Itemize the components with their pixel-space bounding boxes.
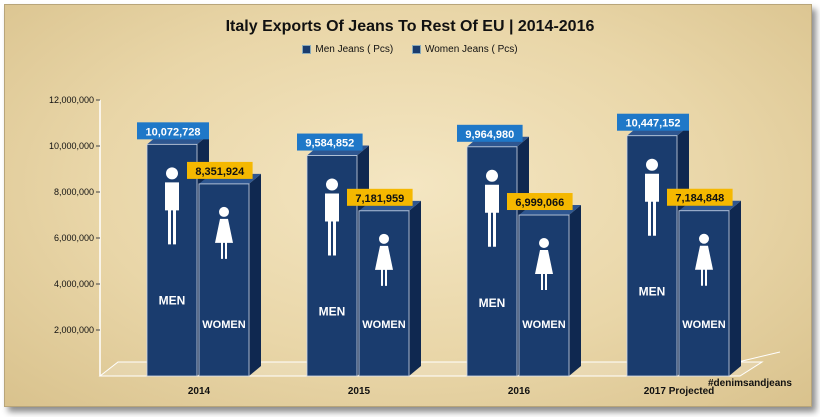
- women-data-label: 8,351,924: [195, 166, 245, 178]
- women-bar-side: [249, 173, 261, 376]
- women-bar-text: WOMEN: [202, 319, 245, 331]
- men-data-label-box: [137, 122, 209, 140]
- men-data-label-box: [617, 113, 689, 131]
- men-data-label: 10,072,728: [145, 126, 200, 138]
- men-figure-icon: [325, 178, 339, 256]
- women-data-label-box: [507, 193, 573, 211]
- women-data-label-box: [667, 188, 733, 206]
- y-tick-label: 8,000,000: [54, 187, 94, 197]
- men-figure-icon: [165, 167, 179, 245]
- legend-label-women: Women Jeans ( Pcs): [424, 44, 518, 55]
- legend-item-men: Men Jeans ( Pcs): [302, 44, 393, 55]
- y-tick-label: 4,000,000: [54, 279, 94, 289]
- women-figure-icon: [215, 206, 233, 259]
- men-bar-text: MEN: [319, 305, 346, 319]
- women-bar-side: [409, 200, 421, 376]
- men-figure-icon: [485, 169, 499, 247]
- women-figure-icon: [535, 238, 553, 291]
- women-bar-text: WOMEN: [362, 319, 405, 331]
- legend-swatch-women: [411, 44, 421, 54]
- watermark-tag: #denimsandjeans: [708, 378, 792, 389]
- women-figure-icon: [695, 233, 713, 286]
- men-data-label-box: [457, 124, 523, 142]
- men-bar: [626, 135, 678, 377]
- x-tick-label: 2015: [348, 386, 371, 397]
- men-bar-text: MEN: [639, 285, 666, 299]
- floor-edge: [737, 351, 781, 363]
- legend-label-men: Men Jeans ( Pcs): [315, 44, 394, 55]
- men-bar-text: MEN: [159, 293, 186, 307]
- chart-legend: Men Jeans ( Pcs) Women Jeans ( Pcs): [0, 44, 820, 55]
- women-bar-side: [569, 205, 581, 376]
- women-data-label-box: [187, 161, 253, 179]
- x-tick-label: 2016: [508, 386, 531, 397]
- y-tick-label: 2,000,000: [54, 325, 94, 335]
- men-data-label-box: [297, 133, 363, 151]
- women-figure-icon: [375, 233, 393, 286]
- men-data-label: 9,584,852: [305, 138, 354, 150]
- women-data-label: 7,184,848: [675, 193, 724, 205]
- legend-swatch-men: [302, 44, 312, 54]
- y-tick-label: 12,000,000: [49, 95, 94, 105]
- women-bar: [198, 183, 250, 377]
- legend-item-women: Women Jeans ( Pcs): [411, 44, 518, 55]
- chart-title: Italy Exports Of Jeans To Rest Of EU | 2…: [225, 18, 595, 35]
- women-data-label: 7,181,959: [355, 193, 404, 205]
- x-tick-label: 2017 Projected: [644, 386, 715, 397]
- x-tick-label: 2014: [188, 386, 211, 397]
- women-bar-text: WOMEN: [682, 319, 725, 331]
- women-bar-side: [729, 200, 741, 376]
- men-bar: [306, 155, 358, 377]
- men-bar-text: MEN: [479, 296, 506, 310]
- y-tick-label: 10,000,000: [49, 141, 94, 151]
- men-data-label: 10,447,152: [625, 118, 680, 130]
- men-data-label: 9,964,980: [465, 129, 514, 141]
- women-bar-text: WOMEN: [522, 319, 565, 331]
- women-data-label-box: [347, 188, 413, 206]
- y-tick-label: 6,000,000: [54, 233, 94, 243]
- men-figure-icon: [645, 158, 659, 236]
- women-data-label: 6,999,066: [515, 197, 564, 209]
